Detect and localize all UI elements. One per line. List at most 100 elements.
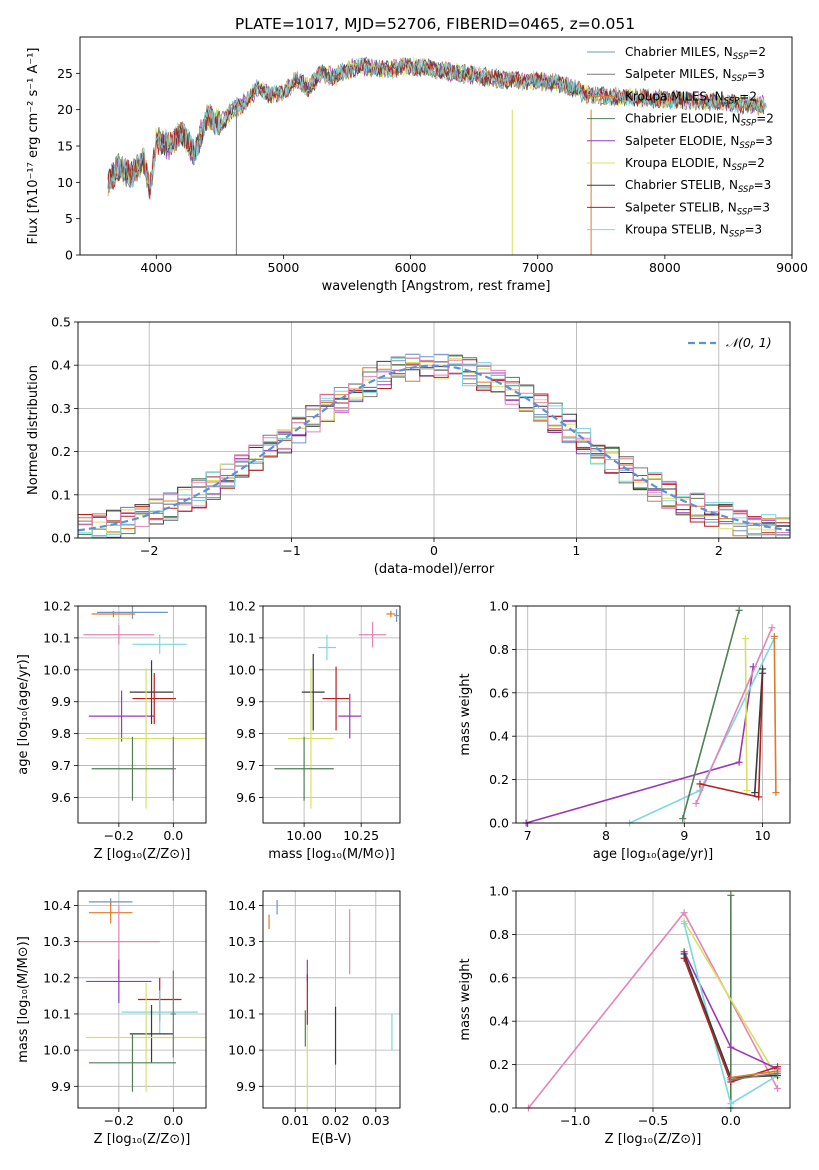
figure-title: PLATE=1017, MJD=52706, FIBERID=0465, z=0…	[235, 15, 635, 33]
y-tick-label: 0.2	[51, 444, 71, 459]
y-tick-label: 10.4	[43, 898, 71, 913]
y-axis-label: mass weight	[458, 958, 473, 1040]
weight-line	[695, 627, 773, 804]
y-tick-label: 0.2	[489, 772, 509, 787]
legend-entry: Salpeter MILES, NSSP=3	[625, 67, 765, 84]
y-tick-label: 10.1	[43, 630, 71, 645]
y-tick-label: 10.0	[43, 662, 71, 677]
x-tick-label: 1	[572, 543, 580, 558]
y-tick-label: 10	[57, 175, 73, 190]
plot-frame	[77, 605, 207, 824]
y-tick-label: 10.4	[228, 898, 256, 913]
legend-entry: 𝒩(0, 1)	[726, 335, 772, 350]
y-tick-label: 0.0	[51, 531, 71, 546]
spectrum-line	[107, 57, 765, 192]
weight-vs-Z-panel: −1.0 −0.5 0.0 0.0 0.2 0.4 0.6 0.8 1.0 Z [log₁₀(Z/…	[458, 884, 791, 1147]
x-tick-label: 0.0	[163, 1113, 183, 1128]
y-tick-label: 0.0	[489, 816, 509, 831]
y-tick-label: 10.1	[228, 630, 256, 645]
x-tick-label: −1.0	[560, 1113, 590, 1128]
weight-line	[744, 638, 748, 791]
x-tick-label: 9	[680, 828, 688, 843]
plot-frame	[515, 890, 791, 1109]
y-tick-label: 10.1	[43, 1006, 71, 1021]
x-tick-label: −0.2	[104, 828, 134, 843]
histogram-step	[77, 357, 790, 539]
x-tick-label: 0.01	[281, 1113, 309, 1128]
weight-line	[730, 1070, 778, 1079]
x-tick-label: 10.00	[286, 828, 322, 843]
x-axis-label: age [log₁₀(age/yr)]	[593, 847, 714, 862]
y-tick-label: 10.0	[43, 1043, 71, 1058]
y-tick-label: 9.9	[236, 694, 256, 709]
x-tick-label: −0.5	[638, 1113, 668, 1128]
y-axis-label: mass weight	[458, 673, 473, 755]
plot-frame	[77, 890, 207, 1109]
x-tick-label: 5000	[268, 260, 300, 275]
y-tick-label: 10.0	[228, 1043, 256, 1058]
x-tick-label: −0.2	[104, 1113, 134, 1128]
y-tick-label: 1.0	[489, 599, 509, 614]
y-tick-label: 9.6	[51, 790, 71, 805]
y-tick-label: 10.2	[43, 970, 71, 985]
y-tick-label: 0.2	[489, 1057, 509, 1072]
x-tick-label: 6000	[395, 260, 427, 275]
plot-frame	[79, 36, 793, 256]
x-axis-label: Z [log₁₀(Z/Z⊙)]	[94, 1132, 191, 1147]
x-tick-label: 10	[755, 828, 771, 843]
y-tick-label: 9.8	[51, 726, 71, 741]
x-tick-label: 0.02	[322, 1113, 350, 1128]
y-tick-label: 0.4	[489, 1014, 509, 1029]
x-tick-label: 7	[524, 828, 532, 843]
y-tick-label: 0.5	[51, 315, 71, 330]
x-axis-label: Z [log₁₀(Z/Z⊙)]	[605, 1132, 702, 1147]
y-tick-label: 10.3	[43, 934, 71, 949]
y-tick-label: 0.6	[489, 685, 509, 700]
legend-entry: Salpeter ELODIE, NSSP=3	[625, 134, 773, 151]
x-tick-label: −2	[140, 543, 158, 558]
mass-vs-Z-panel: −0.2 0.0 9.9 10.0 10.1 10.2 10.3 10.4 Z [log₁₀(Z…	[16, 890, 207, 1147]
y-tick-label: 10.2	[43, 599, 71, 614]
age-vs-mass-panel: 10.00 10.25 9.6 9.7 9.8 9.9 10.0 10.1 10.2 mass […	[228, 599, 401, 862]
legend-entry: Salpeter STELIB, NSSP=3	[625, 200, 770, 217]
weight-line	[699, 673, 764, 798]
weight-line	[773, 636, 777, 793]
x-tick-label: 2	[715, 543, 723, 558]
x-tick-label: −1	[282, 543, 300, 558]
y-tick-label: 5	[65, 211, 73, 226]
x-tick-label: 0.03	[362, 1113, 390, 1128]
mass-vs-ebv-panel: 0.01 0.02 0.03 9.9 10.0 10.1 10.2 10.3 10.4 E(B-V…	[228, 890, 401, 1147]
y-tick-label: 0.4	[489, 729, 509, 744]
y-tick-label: 0.6	[489, 970, 509, 985]
y-tick-label: 9.7	[51, 758, 71, 773]
weight-line	[730, 1072, 778, 1081]
x-axis-label: Z [log₁₀(Z/Z⊙)]	[94, 847, 191, 862]
weight-vs-age-panel: 7 8 9 10 0.0 0.2 0.4 0.6 0.8 1.0 age [log₁₀(age/yr…	[458, 599, 791, 862]
y-tick-label: 9.7	[236, 758, 256, 773]
y-tick-label: 0.8	[489, 642, 509, 657]
normal-curve	[77, 364, 791, 532]
legend-entry: Chabrier MILES, NSSP=2	[625, 45, 766, 62]
plot-frame	[262, 605, 401, 824]
age-vs-Z-panel: −0.2 0.0 9.6 9.7 9.8 9.9 10.0 10.1 10.2 Z [log₁₀(…	[16, 599, 207, 862]
y-axis-label: mass [log₁₀(M/M⊙)]	[16, 936, 31, 1063]
y-tick-label: 9.9	[51, 694, 71, 709]
y-tick-label: 9.8	[236, 726, 256, 741]
x-axis-label: wavelength [Angstrom, rest frame]	[322, 279, 551, 294]
x-tick-label: 10.25	[343, 828, 379, 843]
x-tick-label: 8000	[649, 260, 681, 275]
y-tick-label: 10.0	[228, 662, 256, 677]
x-axis-label: E(B-V)	[311, 1132, 351, 1147]
y-tick-label: 9.6	[236, 790, 256, 805]
residuals-panel: −2 −1 0 1 2 0.0 0.1 0.2 0.3 0.4 0.5 (data-model)/er…	[26, 315, 791, 577]
y-tick-label: 9.9	[236, 1079, 256, 1094]
y-tick-label: 9.9	[51, 1079, 71, 1094]
legend-entry: Kroupa STELIB, NSSP=3	[625, 223, 762, 240]
y-tick-label: 10.1	[228, 1006, 256, 1021]
y-axis-label: age [log₁₀(age/yr)]	[16, 654, 31, 775]
y-tick-label: 25	[57, 66, 73, 81]
y-tick-label: 15	[57, 139, 73, 154]
y-tick-label: 0.3	[51, 401, 71, 416]
weight-line	[525, 666, 754, 824]
